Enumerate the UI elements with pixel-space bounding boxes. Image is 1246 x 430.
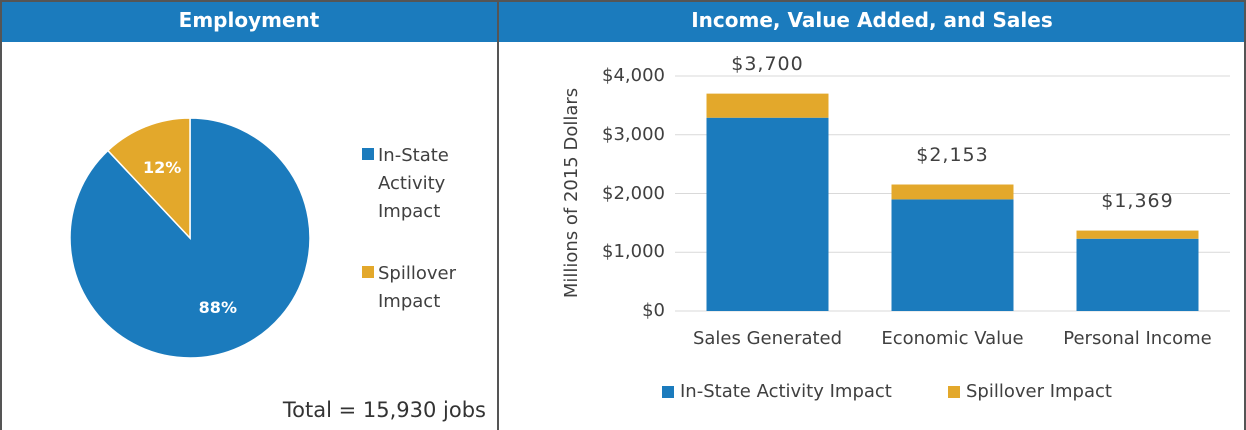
bar-segment — [891, 184, 1014, 200]
legend-swatch — [362, 266, 374, 278]
legend-label: Spillover Impact — [378, 263, 456, 312]
y-tick-label: $3,000 — [602, 123, 665, 145]
header-bar — [0, 0, 498, 42]
bar-segment — [891, 199, 1014, 311]
data-label: 12% — [143, 157, 182, 177]
bar-segment — [706, 117, 829, 312]
y-tick-label: $1,000 — [602, 241, 665, 263]
pie-slice — [106, 117, 191, 240]
panel-title: Employment — [178, 8, 320, 32]
x-tick-label: Economic Value — [881, 328, 1024, 349]
legend-label: In-State Activity Impact — [378, 145, 449, 222]
total-label: $2,153 — [916, 143, 989, 166]
legend-swatch — [362, 148, 374, 160]
y-axis-label: Millions of 2015 Dollars — [561, 87, 582, 299]
y-tick-label: $0 — [642, 300, 665, 321]
bar-segment — [706, 93, 829, 118]
y-tick-label: $2,000 — [602, 182, 665, 204]
data-label: 88% — [198, 298, 237, 318]
legend-label: Spillover Impact — [966, 381, 1112, 402]
bar-segment — [1076, 238, 1199, 311]
legend-label: In-State Activity Impact — [680, 381, 892, 402]
legend-swatch — [948, 386, 960, 398]
total-label: $1,369 — [1101, 189, 1174, 212]
panel-title: Income, Value Added, and Sales — [691, 8, 1053, 32]
y-tick-label: $4,000 — [602, 65, 665, 86]
x-tick-label: Sales Generated — [692, 328, 843, 349]
bar-segment — [1076, 230, 1199, 239]
pie-slice — [69, 117, 311, 359]
legend-swatch — [662, 386, 674, 398]
annotation: Total = 15,930 jobs — [282, 398, 486, 422]
x-tick-label: Personal Income — [1063, 328, 1212, 349]
total-label: $3,700 — [731, 52, 804, 75]
header-bar — [498, 0, 1246, 42]
